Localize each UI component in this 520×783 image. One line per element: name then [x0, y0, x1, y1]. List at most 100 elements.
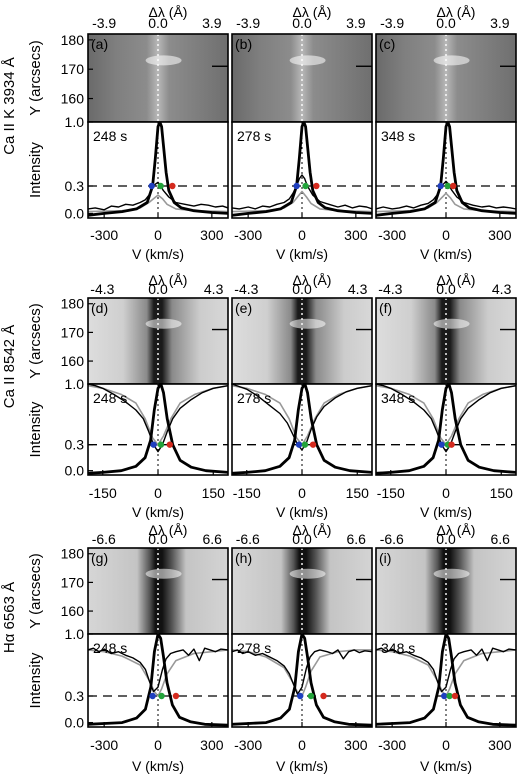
profile-thick	[376, 122, 516, 217]
x-tick-label: 0	[154, 227, 162, 243]
x-tick-label: 300	[200, 227, 224, 243]
profile-curves	[88, 634, 228, 727]
y-tick-label: 170	[61, 61, 85, 77]
row-3: Hα 6563 Å Y (arcsecs) Intensity Δλ (Å) -6.6 0…	[1, 522, 517, 774]
profile-gray	[88, 649, 228, 697]
green-dot	[158, 692, 165, 700]
y-axis-label-spectrum: Y (arcsecs)	[27, 40, 44, 116]
profile-thick	[232, 634, 372, 727]
panel-h: Δλ (Å) -6.6 0.0 6.6 (h) 278 s -300 0 300 V (km/s)	[231, 522, 373, 774]
top-tick-label: -3.9	[236, 15, 260, 31]
profile-thick	[88, 384, 228, 475]
red-dot	[169, 182, 176, 190]
x-tick-label: -150	[89, 485, 117, 501]
profile-thick	[376, 634, 516, 727]
green-dot	[302, 182, 309, 190]
blue-dot	[297, 692, 304, 700]
top-tick-label: 0.0	[292, 531, 312, 547]
spectrum-image	[376, 34, 516, 122]
panel-label: (h)	[235, 550, 252, 566]
top-axis-label: Δλ (Å)	[293, 272, 332, 288]
panel-c: Δλ (Å) -3.9 0.0 3.9 (c) 348 s -300 0 300 V (km/s)	[375, 4, 517, 262]
panel-label: (b)	[235, 36, 252, 52]
red-dot	[320, 692, 327, 700]
x-tick-label: 0	[442, 485, 450, 501]
brightening	[289, 568, 326, 579]
time-label: 348 s	[381, 640, 415, 656]
y-tick-label: 170	[61, 574, 85, 590]
y-tick-label: 180	[61, 546, 85, 562]
y-tick-label: 1.0	[65, 376, 85, 392]
x-tick-label: 0	[298, 227, 306, 243]
spectrum-image	[376, 548, 516, 634]
red-dot	[166, 441, 173, 448]
green-dot	[157, 441, 165, 448]
x-axis-label: V (km/s)	[276, 758, 328, 774]
profile-thick	[232, 122, 372, 217]
panel-e: Δλ (Å) -4.3 0.0 4.3 (e) 278 s -150 0 150 V (km/s)	[231, 272, 373, 520]
x-axis-label: V (km/s)	[420, 504, 472, 520]
brightening	[145, 568, 182, 579]
y-tick-label: 0.0	[65, 205, 85, 221]
x-tick-label: 300	[200, 737, 224, 753]
time-label: 248 s	[93, 390, 127, 406]
x-axis-label: V (km/s)	[276, 246, 328, 262]
panel-g: Δλ (Å) -6.6 0.0 6.6 (g) 248 s -300 0 300 V (km/s)…	[61, 522, 229, 774]
top-tick-label: 3.9	[202, 15, 222, 31]
top-tick-label: 4.3	[348, 281, 368, 297]
x-tick-label: 0	[442, 737, 450, 753]
time-label: 348 s	[381, 128, 415, 144]
y-tick-label: 0.3	[65, 437, 85, 453]
row-label: Hα 6563 Å	[1, 582, 18, 653]
top-tick-label: 0.0	[292, 15, 312, 31]
spectrum-image	[88, 34, 228, 122]
time-label: 278 s	[237, 640, 271, 656]
x-tick-label: -300	[378, 227, 406, 243]
x-axis-label: V (km/s)	[420, 758, 472, 774]
y-axis-label-intensity: Intensity	[27, 142, 44, 198]
panel-a: Δλ (Å) -3.9 0.0 3.9 (a) 248 s -300 0 300 V (km/s)…	[61, 4, 229, 262]
red-dot	[449, 182, 457, 190]
profile-thick	[232, 384, 372, 475]
blue-dot	[150, 441, 157, 448]
y-tick-label: 160	[61, 353, 85, 369]
y-tick-label: 160	[61, 603, 85, 619]
y-tick-label: 170	[61, 324, 85, 340]
top-tick-label: -6.6	[236, 531, 260, 547]
x-tick-label: 0	[298, 485, 306, 501]
top-tick-label: 0.0	[436, 281, 456, 297]
profile-thick	[88, 634, 228, 727]
y-axis-label-intensity: Intensity	[27, 401, 44, 457]
top-axis-label: Δλ (Å)	[149, 4, 188, 20]
brightening	[433, 55, 470, 66]
time-label: 248 s	[93, 640, 127, 656]
top-tick-label: 3.9	[490, 15, 510, 31]
panel-d: Δλ (Å) -4.3 0.0 4.3 (d) 248 s -150 0 150 V (km/s)…	[61, 272, 229, 520]
top-axis-label: Δλ (Å)	[149, 272, 188, 288]
x-tick-label: 150	[490, 485, 514, 501]
time-label: 278 s	[237, 128, 271, 144]
time-label: 278 s	[237, 390, 271, 406]
x-tick-label: -300	[234, 737, 262, 753]
spectrum-image	[88, 298, 228, 384]
top-axis-label: Δλ (Å)	[149, 522, 188, 538]
brightening	[433, 568, 470, 579]
x-axis-label: V (km/s)	[276, 504, 328, 520]
blue-dot	[438, 441, 445, 448]
x-tick-label: 0	[298, 737, 306, 753]
top-axis-label: Δλ (Å)	[293, 4, 332, 20]
profile-curves	[376, 122, 516, 217]
top-axis-label: Δλ (Å)	[437, 4, 476, 20]
x-tick-label: 300	[344, 227, 368, 243]
top-tick-label: -6.6	[92, 531, 116, 547]
y-tick-label: 1.0	[65, 114, 85, 130]
panel-label: (c)	[379, 36, 395, 52]
panel-label: (g)	[91, 550, 108, 566]
profile-thin	[376, 180, 516, 210]
row-label: Ca II 8542 Å	[1, 325, 18, 408]
blue-dot	[437, 182, 444, 190]
spectrum-image	[232, 548, 372, 634]
top-tick-label: -4.3	[90, 281, 114, 297]
green-dot	[307, 692, 315, 700]
